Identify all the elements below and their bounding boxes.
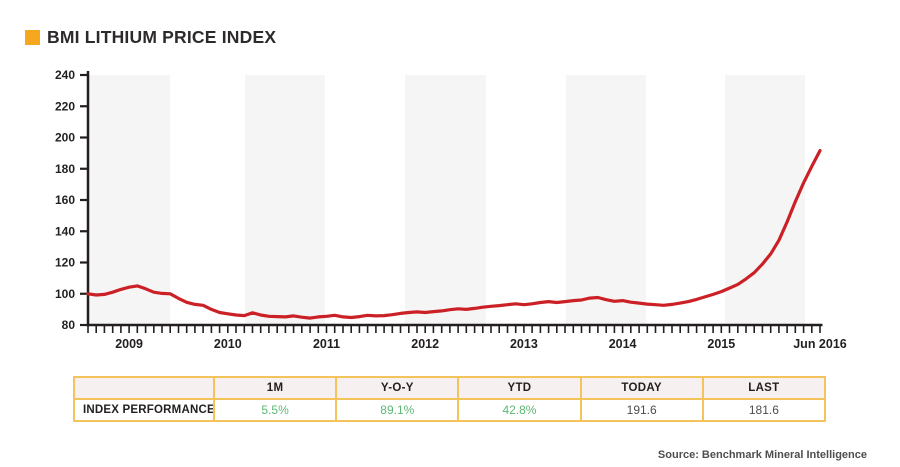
x-axis-tick-label: 2015 xyxy=(707,337,735,351)
background-band xyxy=(88,75,170,325)
performance-table: 1M Y-O-Y YTD TODAY LAST INDEX PERFORMANC… xyxy=(73,376,827,422)
value-1m: 5.5% xyxy=(212,398,338,422)
background-band xyxy=(725,75,805,325)
perf-col-today: TODAY xyxy=(579,376,704,400)
x-axis-tick-label: 2012 xyxy=(411,337,439,351)
perf-col-last: LAST xyxy=(701,376,827,400)
perf-col-1m: 1M xyxy=(212,376,338,400)
y-axis-tick-label: 240 xyxy=(55,68,75,82)
source-note: Source: Benchmark Mineral Intelligence xyxy=(657,449,867,461)
page-title: BMI LITHIUM PRICE INDEX xyxy=(47,27,277,47)
x-axis-tick-label: Jun 2016 xyxy=(793,337,847,351)
perf-col-yoy: Y-O-Y xyxy=(335,376,460,400)
title-bullet-icon xyxy=(25,30,40,45)
y-axis-tick-label: 140 xyxy=(55,224,75,238)
background-band xyxy=(245,75,325,325)
title-bar: BMI LITHIUM PRICE INDEX xyxy=(25,27,276,48)
x-axis-tick-label: 2011 xyxy=(313,337,340,351)
y-axis-tick-label: 80 xyxy=(62,318,76,332)
x-axis-tick-label: 2014 xyxy=(609,337,637,351)
background-band xyxy=(566,75,646,325)
perf-col-ytd: YTD xyxy=(457,376,582,400)
table-row: INDEX PERFORMANCE 5.5% 89.1% 42.8% 191.6… xyxy=(73,398,827,422)
perf-col-blank xyxy=(73,376,215,400)
y-axis-tick-label: 200 xyxy=(55,131,75,145)
y-axis-tick-label: 160 xyxy=(55,193,75,207)
price-line xyxy=(86,149,822,320)
performance-table-header-row: 1M Y-O-Y YTD TODAY LAST xyxy=(73,376,827,400)
y-axis-tick-label: 220 xyxy=(55,99,75,113)
x-axis-tick-label: 2009 xyxy=(115,337,143,351)
price-chart: 80 100 120 140 160 180 200 220 240 2009 2010 2011 20… xyxy=(55,68,847,351)
x-axis-tick-label: 2010 xyxy=(214,337,242,351)
x-axis-tick-label: 2013 xyxy=(510,337,538,351)
value-yoy: 89.1% xyxy=(335,398,460,422)
row-label-index-performance: INDEX PERFORMANCE xyxy=(73,398,215,422)
y-axis-tick-label: 180 xyxy=(55,162,75,176)
value-today: 191.6 xyxy=(579,398,704,422)
background-band xyxy=(405,75,486,325)
value-ytd: 42.8% xyxy=(457,398,582,422)
y-axis-tick-label: 100 xyxy=(55,287,75,301)
y-axis-tick-label: 120 xyxy=(55,256,75,270)
value-last: 181.6 xyxy=(701,398,827,422)
